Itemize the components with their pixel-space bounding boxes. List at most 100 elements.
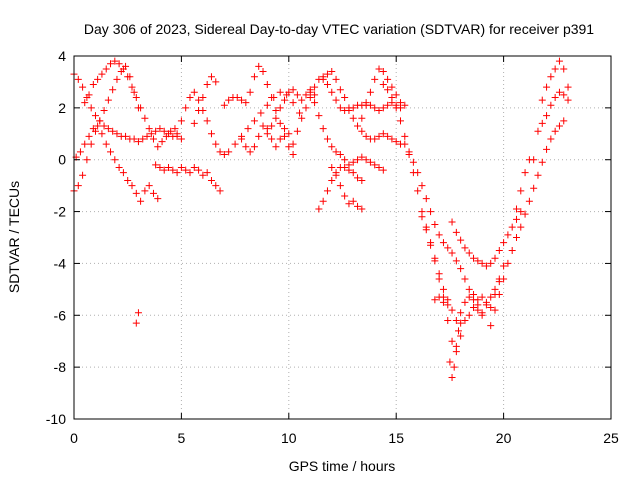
x-tick-label: 25 [603, 430, 619, 446]
data-point [160, 127, 168, 135]
data-point [74, 75, 82, 83]
data-point [173, 169, 181, 177]
data-point [418, 213, 426, 221]
data-point [530, 184, 538, 192]
data-point [564, 96, 572, 104]
data-point [422, 223, 430, 231]
series-track-23 [431, 278, 503, 356]
data-point [435, 293, 443, 301]
data-point [328, 176, 336, 184]
data-point [132, 319, 140, 327]
data-point [143, 132, 151, 140]
data-point [538, 158, 546, 166]
data-point [349, 114, 357, 122]
series-track-25 [448, 208, 525, 270]
data-point [358, 127, 366, 135]
data-point [79, 171, 87, 179]
data-point [555, 122, 563, 130]
data-point [564, 83, 572, 91]
data-point [495, 278, 503, 286]
data-point [517, 187, 525, 195]
ticks-layer: 0 5 10 15 20 25 -10 -8 -6 -4 -2 0 2 4 [46, 48, 619, 446]
data-point [124, 176, 132, 184]
data-point [474, 296, 482, 304]
data-point [104, 125, 112, 133]
data-point [517, 208, 525, 216]
data-point [439, 239, 447, 247]
data-point [145, 182, 153, 190]
data-point [418, 182, 426, 190]
data-point [517, 223, 525, 231]
data-point [216, 148, 224, 156]
data-point [177, 117, 185, 125]
data-point [452, 228, 460, 236]
data-point [289, 86, 297, 94]
data-point [102, 140, 110, 148]
data-point [547, 135, 555, 143]
data-point [500, 262, 508, 270]
data-point [298, 114, 306, 122]
data-point [79, 83, 87, 91]
data-point [392, 91, 400, 99]
data-point [225, 148, 233, 156]
data-point [341, 156, 349, 164]
data-point [156, 125, 164, 133]
data-point [195, 166, 203, 174]
data-point [281, 132, 289, 140]
data-point [276, 135, 284, 143]
series-track-20 [379, 81, 452, 309]
data-point [345, 200, 353, 208]
data-point [107, 148, 115, 156]
data-point [450, 363, 458, 371]
data-point [461, 298, 469, 306]
data-point [379, 166, 387, 174]
series-track-28 [534, 88, 572, 135]
data-point [113, 75, 121, 83]
data-point [203, 81, 211, 89]
data-point [160, 166, 168, 174]
data-point [555, 88, 563, 96]
series-track-7 [173, 88, 228, 159]
data-point [525, 197, 533, 205]
data-point [74, 182, 82, 190]
data-point [336, 104, 344, 112]
data-point [392, 138, 400, 146]
data-point [250, 73, 258, 81]
data-point [128, 182, 136, 190]
data-point [158, 138, 166, 146]
data-point [371, 104, 379, 112]
data-point [238, 96, 246, 104]
data-points-layer [70, 57, 572, 382]
y-axis-title: SDTVAR / TECUs [6, 181, 22, 293]
data-point [401, 101, 409, 109]
data-point [538, 119, 546, 127]
data-point [169, 166, 177, 174]
series-track-4 [81, 57, 179, 151]
series-track-15 [306, 88, 387, 174]
data-point [259, 122, 267, 130]
data-point [113, 130, 121, 138]
data-point [87, 140, 95, 148]
data-point [465, 249, 473, 257]
data-point [478, 293, 486, 301]
data-point [199, 171, 207, 179]
data-point [366, 88, 374, 96]
data-point [474, 257, 482, 265]
data-point [111, 57, 119, 65]
data-point [147, 130, 155, 138]
data-point [446, 358, 454, 366]
series-track-3 [72, 122, 162, 205]
data-point [182, 166, 190, 174]
data-point [431, 221, 439, 229]
y-tick-label: -8 [54, 359, 67, 375]
x-tick-label: 10 [281, 430, 297, 446]
data-point [491, 306, 499, 314]
data-point [454, 327, 462, 335]
data-point [521, 169, 529, 177]
data-point [504, 259, 512, 267]
y-tick-label: -10 [46, 411, 66, 427]
y-tick-label: -2 [54, 204, 67, 220]
data-point [190, 119, 198, 127]
data-point [396, 99, 404, 107]
data-point [379, 68, 387, 76]
